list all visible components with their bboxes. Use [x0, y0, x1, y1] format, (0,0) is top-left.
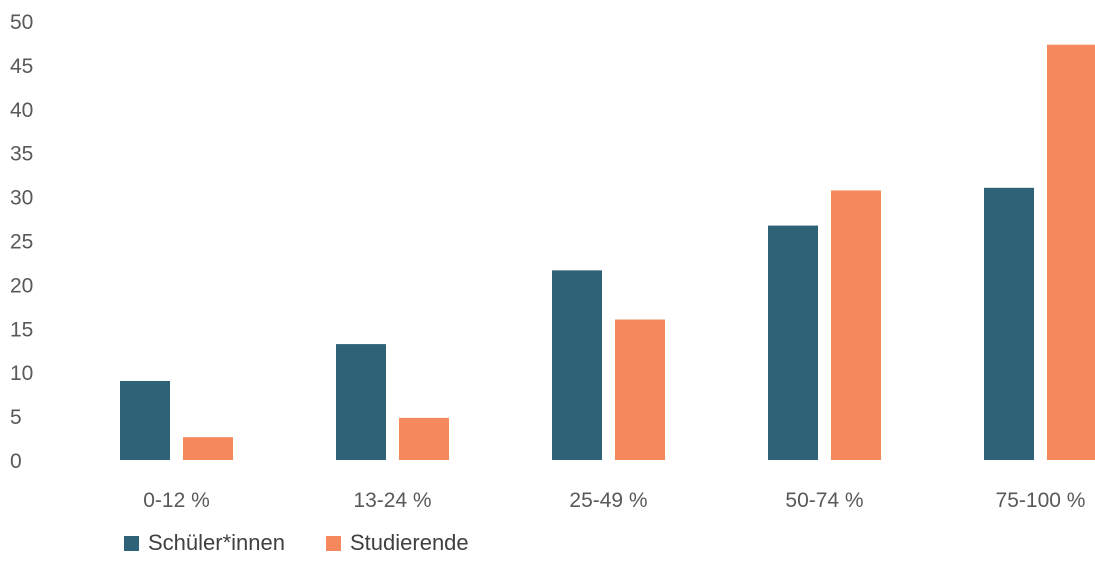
x-tick-label: 13-24 %	[353, 489, 431, 512]
bar-series-1-5	[984, 187, 1034, 460]
bar-series-2-1	[183, 437, 233, 460]
y-tick-label: 20	[10, 274, 33, 297]
legend: Schüler*innen Studierende	[124, 530, 469, 555]
y-tick-label: 15	[10, 318, 33, 341]
legend-swatch-2	[326, 536, 341, 551]
legend-label-1: Schüler*innen	[148, 530, 285, 555]
bars	[120, 44, 1095, 461]
y-tick-label: 45	[10, 55, 33, 78]
legend-swatch-1	[124, 536, 139, 551]
y-tick-label: 35	[10, 143, 33, 166]
y-tick-label: 50	[10, 11, 33, 34]
x-tick-label: 75-100 %	[996, 489, 1086, 512]
y-tick-label: 10	[10, 362, 33, 385]
bar-series-1-1	[120, 380, 170, 460]
legend-label-2: Studierende	[350, 530, 469, 555]
bar-series-2-3	[615, 319, 665, 460]
y-axis: 0 5 10 15 20 25 30 35 40 45 50	[10, 11, 33, 473]
bar-series-1-2	[336, 344, 386, 460]
y-tick-label: 5	[10, 406, 22, 429]
x-axis: 0-12 % 13-24 % 25-49 % 50-74 % 75-100 %	[143, 489, 1085, 512]
x-tick-label: 50-74 %	[785, 489, 863, 512]
bar-series-2-2	[399, 417, 449, 460]
y-tick-label: 0	[10, 450, 22, 473]
y-tick-label: 40	[10, 99, 33, 122]
bar-series-2-5	[1047, 44, 1095, 461]
bar-series-2-4	[831, 190, 881, 461]
bar-series-1-3	[552, 270, 602, 460]
x-tick-label: 25-49 %	[569, 489, 647, 512]
y-tick-label: 30	[10, 187, 33, 210]
bar-series-1-4	[768, 225, 818, 460]
y-tick-label: 25	[10, 231, 33, 254]
x-tick-label: 0-12 %	[143, 489, 210, 512]
